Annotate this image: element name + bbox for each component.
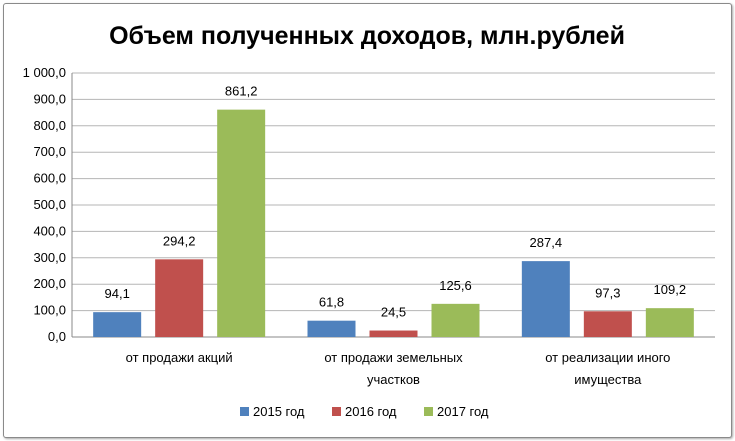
category-labels: от продажи акций от продажи земельных учас… <box>126 350 671 387</box>
y-tick-label: 100,0 <box>33 303 66 318</box>
bar <box>307 320 356 337</box>
data-label: 94,1 <box>105 286 130 301</box>
data-label: 24,5 <box>381 305 406 320</box>
legend: 2015 год 2016 год 2017 год <box>240 404 489 419</box>
legend-swatch <box>240 407 249 416</box>
legend-label: 2016 год <box>345 404 397 419</box>
bar <box>155 259 204 337</box>
bar <box>521 261 570 337</box>
category-label: от продажи земельных участков <box>324 350 463 387</box>
category-label-line: от продажи земельных <box>324 350 463 365</box>
bars <box>93 109 694 338</box>
y-tick-label: 600,0 <box>33 171 66 186</box>
bar <box>93 312 142 337</box>
data-label: 287,4 <box>530 235 563 250</box>
y-tick-label: 500,0 <box>33 197 66 212</box>
legend-swatch <box>424 407 433 416</box>
category-label-line: от реализации иного <box>545 350 670 365</box>
y-tick-label: 200,0 <box>33 276 66 291</box>
y-tick-label: 400,0 <box>33 223 66 238</box>
data-label: 294,2 <box>163 233 196 248</box>
category-label-line: от продажи акций <box>126 350 233 365</box>
category-label-line: участков <box>367 372 420 387</box>
data-label: 97,3 <box>595 285 620 300</box>
y-tick-label: 700,0 <box>33 144 66 159</box>
y-axis-ticks: 0,0 100,0 200,0 300,0 400,0 500,0 600,0 700,0 80… <box>23 65 66 344</box>
data-labels: 94,1 294,2 861,2 61,8 24,5 125,6 287,4 97,3 109,… <box>105 84 687 320</box>
y-tick-label: 800,0 <box>33 118 66 133</box>
data-label: 861,2 <box>225 84 258 99</box>
category-label: от продажи акций <box>126 350 233 365</box>
bar <box>217 109 266 338</box>
chart-frame <box>3 3 732 438</box>
data-label: 61,8 <box>319 295 344 310</box>
y-tick-label: 1 000,0 <box>23 65 66 80</box>
category-label-line: имущества <box>574 372 642 387</box>
legend-label: 2017 год <box>437 404 489 419</box>
bar <box>645 308 694 337</box>
legend-label: 2015 год <box>253 404 305 419</box>
bar <box>431 303 480 337</box>
legend-swatch <box>332 407 341 416</box>
category-label: от реализации иного имущества <box>545 350 670 387</box>
y-tick-label: 900,0 <box>33 91 66 106</box>
y-tick-label: 300,0 <box>33 250 66 265</box>
data-label: 125,6 <box>439 278 472 293</box>
bar <box>369 330 418 337</box>
bar <box>583 311 632 337</box>
y-tick-label: 0,0 <box>48 329 66 344</box>
chart-title: Объем полученных доходов, млн.рублей <box>109 22 625 50</box>
data-label: 109,2 <box>654 282 687 297</box>
